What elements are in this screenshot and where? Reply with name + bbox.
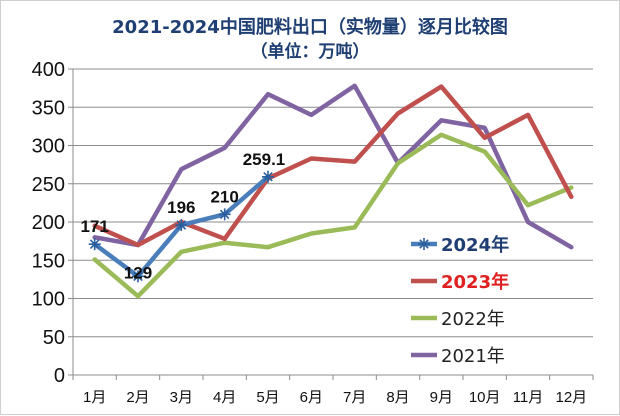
legend-marker-2024 — [418, 238, 430, 250]
series-line-2022 — [92, 132, 574, 299]
x-tick-label: 5月 — [256, 389, 279, 406]
legend-label-2021: 2021年 — [441, 346, 505, 367]
x-tick-label: 7月 — [343, 389, 366, 406]
x-tick-label: 1月 — [83, 389, 106, 406]
x-tick-label: 6月 — [300, 389, 323, 406]
legend-label-2022: 2022年 — [441, 309, 505, 330]
x-tick-label: 8月 — [386, 389, 409, 406]
y-tick-label: 300 — [32, 136, 65, 158]
series-line-2021 — [92, 83, 574, 250]
x-tick-label: 2月 — [126, 389, 149, 406]
chart-title-block: 2021-2024中国肥料出口（实物量）逐月比较图 （单位：万吨） — [1, 17, 619, 63]
data-label: 171 — [80, 217, 108, 236]
data-point-2024 — [132, 270, 144, 283]
data-point-2024 — [175, 219, 188, 232]
data-label: 196 — [167, 198, 195, 217]
data-label: 259.1 — [243, 150, 286, 169]
data-label: 129 — [124, 263, 152, 282]
y-tick-label: 400 — [32, 59, 65, 81]
x-tick-label: 11月 — [513, 389, 544, 406]
y-tick-label: 200 — [32, 212, 65, 234]
legend-label-2023: 2023年 — [441, 271, 509, 293]
y-tick-label: 50 — [43, 327, 65, 349]
y-tick-label: 0 — [54, 365, 65, 387]
y-tick-label: 150 — [32, 250, 65, 272]
data-label: 210 — [210, 187, 238, 206]
series-line-2023 — [92, 84, 574, 248]
x-tick-label: 4月 — [213, 389, 236, 406]
data-point-2024 — [262, 170, 274, 183]
x-tick-label: 10月 — [469, 389, 501, 406]
x-tick-label: 3月 — [170, 389, 193, 406]
y-tick-label: 100 — [32, 289, 65, 311]
legend-label-2024: 2024年 — [441, 234, 509, 256]
chart-subtitle: （单位：万吨） — [250, 42, 370, 62]
chart-title: 2021-2024中国肥料出口（实物量）逐月比较图 — [112, 17, 508, 38]
y-tick-label: 350 — [32, 97, 65, 119]
data-point-2024 — [88, 238, 101, 251]
y-tick-label: 250 — [32, 174, 65, 196]
x-tick-label: 12月 — [555, 389, 587, 406]
x-tick-label: 9月 — [430, 389, 453, 406]
data-point-2024 — [218, 208, 231, 221]
